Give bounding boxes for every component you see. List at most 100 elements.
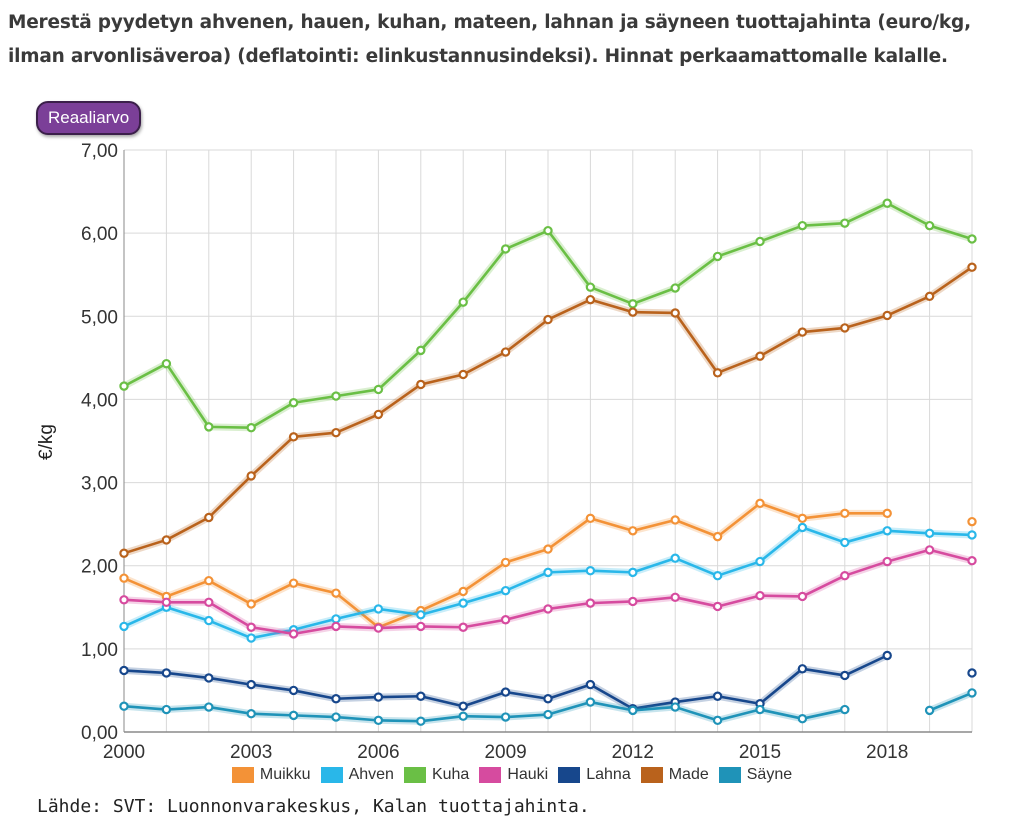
series-kuha [119,198,977,433]
legend-item-lahna[interactable]: Lahna [558,766,631,784]
legend-item-ahven[interactable]: Ahven [320,766,394,784]
data-point [161,668,172,678]
series-hauki [119,545,977,639]
data-point [585,697,596,707]
y-tick-label: 0,00 [81,723,118,744]
data-point [797,513,808,524]
data-point [670,702,680,712]
x-tick-label: 2003 [230,742,272,763]
data-point [967,516,977,527]
data-point [416,379,426,390]
data-point [585,294,596,305]
x-tick-label: 2018 [866,742,908,763]
data-point [797,220,808,231]
data-point [161,535,172,545]
legend-label: Made [668,766,709,783]
legend-swatch [718,767,741,783]
data-point [246,633,256,643]
data-point [797,591,808,602]
y-tick-label: 1,00 [81,640,118,661]
data-point [204,702,214,712]
data-point [204,575,214,586]
series-line [928,691,974,712]
data-point [500,244,511,254]
data-point [500,712,511,722]
data-point [331,391,341,401]
y-tick-label: 6,00 [81,224,118,245]
data-point [416,345,426,356]
line-chart: 0,00 1,00 2,00 3,00 4,00 5,00 6,00 7,00 2000 2003… [36,141,977,763]
series-säyne [119,688,977,726]
data-point [543,544,553,554]
data-point [797,522,808,533]
data-point [119,381,129,391]
legend-item-säyne[interactable]: Säyne [718,766,793,784]
data-point [585,598,596,608]
data-point [712,368,723,378]
legend-swatch [640,767,663,783]
data-point [712,570,723,581]
data-point [628,567,638,578]
y-tick-label: 3,00 [81,474,118,495]
real-value-toggle-button[interactable]: Reaaliarvo [36,101,142,135]
data-point [331,712,341,722]
x-tick-label: 2000 [103,742,145,763]
data-point [712,531,723,542]
data-point [288,398,299,408]
legend-item-made[interactable]: Made [640,766,709,784]
data-point [161,597,172,607]
y-tick-label: 5,00 [81,307,118,328]
data-point [585,679,596,690]
chart-legend: Muikku Ahven Kuha Hauki Lahna Made Säyne [0,766,1024,784]
data-point [543,604,553,614]
legend-swatch [479,767,502,783]
y-tick-label: 4,00 [81,390,118,411]
data-point [755,498,765,509]
data-point [246,622,256,632]
data-point [670,283,680,293]
data-point [840,508,850,519]
data-point [543,567,553,578]
data-point [500,585,511,596]
legend-label: Lahna [586,766,631,783]
series-lahna [119,650,977,714]
data-point [416,610,426,620]
data-point [373,692,384,702]
axes: 0,00 1,00 2,00 3,00 4,00 5,00 6,00 7,00 2000 2003… [81,141,972,763]
data-point [882,650,892,661]
data-point [628,596,638,607]
data-point [119,573,129,583]
data-point [840,218,850,228]
data-point [204,512,214,523]
data-point [712,601,723,612]
data-point [331,694,341,704]
data-point [967,556,977,566]
data-point [373,623,384,633]
data-point [882,310,892,321]
legend-label: Kuha [431,766,470,783]
legend-swatch [558,767,581,783]
legend-item-muikku[interactable]: Muikku [231,766,311,784]
data-point [967,530,977,540]
data-point [967,262,977,272]
data-point [458,297,468,307]
data-point [755,590,765,601]
legend-item-kuha[interactable]: Kuha [403,766,470,784]
x-tick-label: 2012 [612,742,654,763]
data-point [755,556,765,567]
x-tick-label: 2006 [357,742,399,763]
data-point [670,592,680,603]
data-point [246,679,256,690]
data-point [161,704,172,715]
legend-item-hauki[interactable]: Hauki [479,766,548,784]
source-note: Lähde: SVT: Luonnonvarakeskus, Kalan tuo… [37,796,590,817]
data-point [797,327,808,337]
data-point [628,526,638,536]
y-tick-label: 2,00 [81,557,118,578]
data-point [755,704,765,715]
series-line [122,700,847,723]
data-point [585,513,596,524]
data-point [416,716,426,726]
data-point [882,198,892,208]
legend-label: Säyne [746,766,793,783]
